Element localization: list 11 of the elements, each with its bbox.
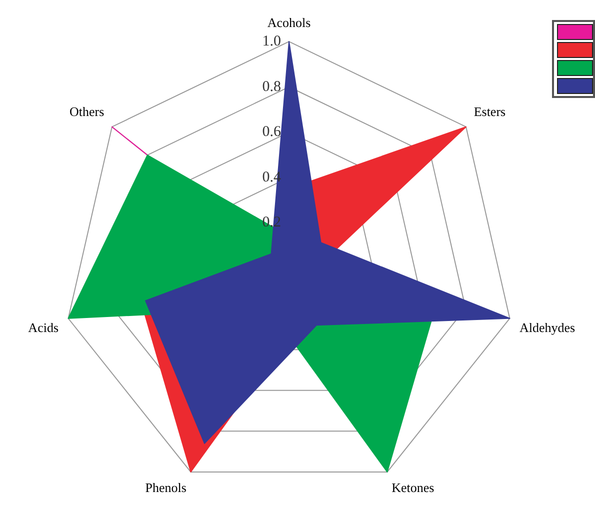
spoke-label: Aldehydes: [519, 320, 576, 335]
y-tick-label: 1.0: [262, 34, 281, 50]
spoke-label: Esters: [474, 104, 506, 120]
spoke-label: Acids: [28, 320, 59, 335]
spoke-label: Acohols: [267, 15, 311, 30]
y-tick-label: 0.2: [262, 214, 281, 231]
spoke-label: Ketones: [392, 480, 434, 496]
spoke-label: Phenols: [145, 480, 186, 496]
spoke-label: Others: [70, 104, 104, 120]
y-tick-label: 0.6: [262, 124, 282, 140]
y-tick-label: 0.8: [262, 78, 281, 95]
